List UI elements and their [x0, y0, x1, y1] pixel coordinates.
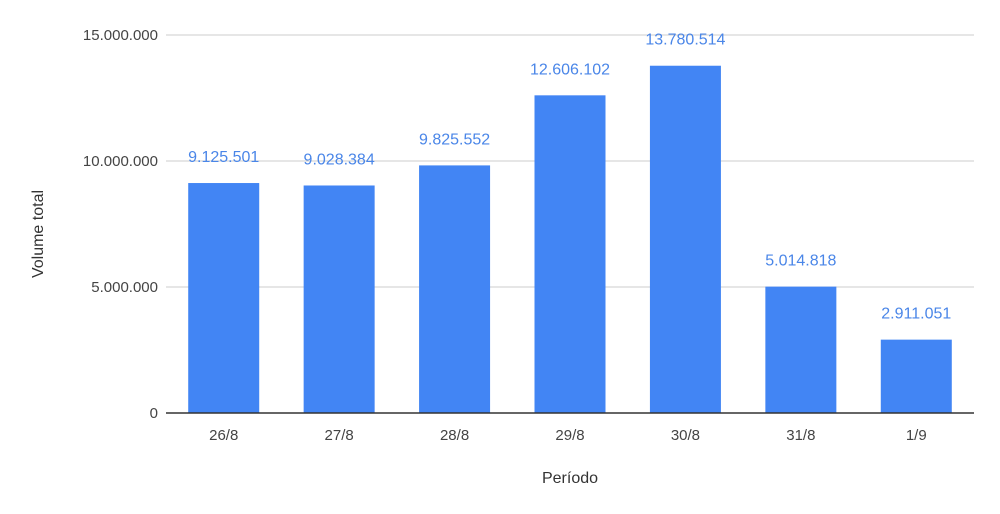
bar: [649, 65, 721, 413]
bar: [188, 183, 260, 413]
bar: [880, 339, 952, 413]
bar-value-label: 9.825.552: [419, 131, 490, 148]
y-axis-title: Volume total: [30, 190, 47, 278]
y-tick-label: 5.000.000: [91, 279, 158, 296]
y-tick-label: 10.000.000: [83, 153, 158, 170]
bar-value-label: 13.780.514: [645, 32, 725, 49]
data-labels: 9.125.501 9.028.384 9.825.552 12.606.102 13.…: [188, 32, 951, 323]
x-axis-title: Período: [542, 470, 598, 487]
x-tick-label: 26/8: [209, 427, 238, 444]
x-tick-label: 27/8: [325, 427, 354, 444]
bar: [765, 286, 837, 413]
x-tick-label: 28/8: [440, 427, 469, 444]
x-tick-label: 31/8: [786, 427, 815, 444]
x-tick-label: 29/8: [555, 427, 584, 444]
y-tick-label: 15.000.000: [83, 27, 158, 44]
bar-value-label: 9.125.501: [188, 149, 259, 166]
bar: [303, 185, 375, 413]
bar-value-label: 12.606.102: [530, 61, 610, 78]
bar: [419, 165, 491, 413]
bars: [188, 65, 952, 413]
x-tick-label: 1/9: [906, 427, 927, 444]
x-axis-ticks: 26/8 27/8 28/8 29/8 30/8 31/8 1/9: [209, 427, 927, 444]
bar-value-label: 5.014.818: [765, 253, 836, 270]
x-tick-label: 30/8: [671, 427, 700, 444]
bar-value-label: 2.911.051: [881, 306, 951, 323]
y-axis-ticks: 0 5.000.000 10.000.000 15.000.000: [83, 27, 158, 422]
bar: [534, 95, 606, 413]
y-tick-label: 0: [150, 405, 158, 422]
bar-value-label: 9.028.384: [304, 151, 375, 168]
